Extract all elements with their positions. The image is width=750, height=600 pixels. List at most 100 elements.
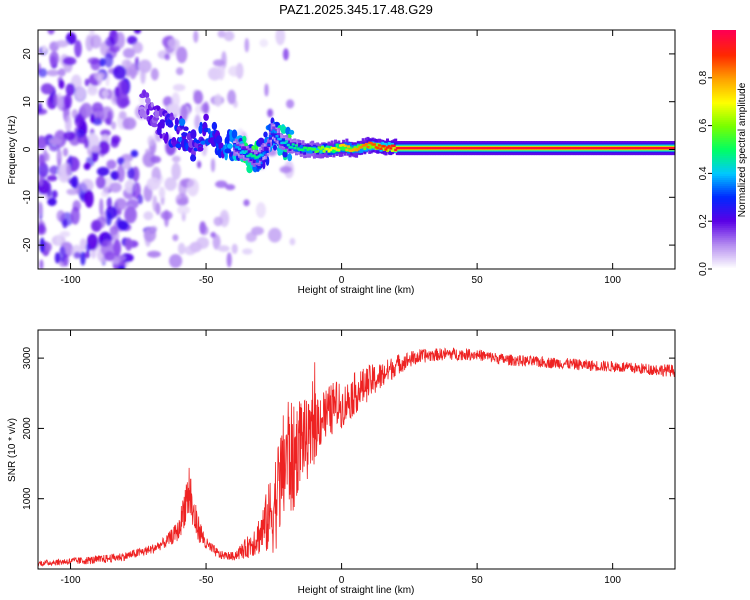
- spectrogram-ridge-cell: [498, 146, 502, 150]
- spectrogram-ridge-cell: [465, 146, 469, 150]
- spectrogram-ridge-cell: [360, 145, 363, 149]
- spectrogram-noise-blob: [42, 45, 47, 53]
- spectrogram-y-tick-label: -10: [22, 190, 33, 205]
- spectrogram-ridge-cell: [483, 146, 487, 150]
- spectrogram-noise-blob: [268, 227, 282, 243]
- spectrogram-ridge-cell: [335, 148, 339, 151]
- spectrogram-ridge-cell: [410, 146, 414, 150]
- spectrogram-ridge-cell: [482, 146, 485, 150]
- colorbar-swatch: [712, 121, 736, 125]
- colorbar-swatch: [712, 105, 736, 109]
- spectrogram-noise-blob: [58, 79, 65, 89]
- spectrogram-ridge-cell: [338, 144, 342, 147]
- colorbar-swatch: [712, 89, 736, 93]
- spectrogram-ridge-cell: [555, 146, 559, 150]
- colorbar-swatch: [712, 37, 736, 41]
- spectrogram-ridge-cell: [594, 146, 598, 150]
- spectrogram-ridge-cell: [290, 146, 294, 149]
- spectrogram-noise-blob: [80, 251, 86, 266]
- colorbar-swatch: [712, 125, 736, 129]
- colorbar-swatch: [712, 253, 736, 256]
- spectrogram-ridge-cell: [591, 146, 594, 150]
- spectrogram-ridge-blob: [181, 132, 188, 137]
- spectrogram-ridge-cell: [306, 144, 310, 152]
- spectrogram-noise-blob: [177, 242, 186, 255]
- spectrogram-noise-blob: [255, 202, 266, 219]
- spectrogram-noise-blob: [175, 67, 184, 76]
- spectrogram-ridge-cell: [316, 150, 320, 153]
- colorbar-swatch: [712, 257, 736, 260]
- spectrogram-ridge-cell: [358, 146, 362, 149]
- colorbar-swatch: [712, 185, 736, 188]
- spectrogram-noise-blob: [231, 243, 238, 254]
- spectrogram-noise-blob: [62, 218, 68, 229]
- spectrogram-ridge-cell: [386, 146, 389, 149]
- spectrogram-ridge-cell: [270, 132, 274, 137]
- spectrogram-noise-blob: [83, 162, 91, 170]
- spectrogram-ridge-cell: [457, 146, 461, 150]
- spectrogram-ridge-cell: [369, 143, 373, 148]
- colorbar-swatch: [712, 59, 736, 63]
- colorbar-swatch: [712, 97, 736, 101]
- spectrogram-ridge-cell: [652, 146, 656, 150]
- spectrogram-ridge-cell: [268, 135, 272, 140]
- spectrogram-noise-blob: [279, 166, 292, 174]
- spectrogram-ridge-cell: [444, 146, 448, 150]
- spectrogram-ridge-cell: [316, 147, 320, 152]
- spectrogram-ridge-cell: [386, 147, 389, 152]
- spectrogram-noise-blob: [95, 175, 106, 189]
- spectrogram-ridge-cell: [371, 143, 375, 146]
- spectrogram-y-tick-label: -20: [22, 237, 33, 252]
- spectrogram-noise-blob: [65, 83, 76, 96]
- spectrogram-ridge-cell: [399, 146, 403, 150]
- spectrogram-ridge-cell: [569, 146, 573, 150]
- spectrogram-noise-blob: [79, 238, 87, 251]
- colorbar-swatch: [712, 197, 736, 200]
- spectrogram-noise-blob: [137, 194, 143, 205]
- colorbar-swatch: [712, 205, 736, 208]
- colorbar-swatch: [712, 55, 736, 59]
- spectrogram-ridge-blob: [151, 123, 159, 128]
- spectrogram-ridge-cell: [298, 148, 302, 151]
- spectrogram-ridge-cell: [273, 130, 277, 134]
- spectrogram-noise-blob: [96, 166, 110, 177]
- spectrogram-ridge-cell: [314, 150, 318, 153]
- spectrogram-ridge-blob: [159, 133, 163, 139]
- colorbar-swatch: [712, 77, 736, 81]
- spectrogram-ridge-cell: [286, 143, 290, 147]
- spectrogram-ridge-cell: [581, 146, 585, 150]
- spectrogram-ridge-cell: [255, 156, 259, 159]
- spectrogram-ridge-blob: [197, 146, 204, 152]
- colorbar-swatch: [712, 93, 736, 97]
- spectrogram-noise-blob: [217, 30, 226, 38]
- spectrogram-ridge-cell: [545, 146, 549, 150]
- spectrogram-noise-blob: [150, 155, 162, 164]
- spectrogram-ridge-cell: [470, 146, 474, 150]
- spectrogram-ridge-cell: [402, 146, 406, 150]
- spectrogram-noise-blob: [150, 68, 159, 81]
- spectrogram-ridge-cell: [278, 138, 282, 141]
- spectrogram-ridge-cell: [303, 147, 307, 153]
- spectrogram-noise-blob: [65, 32, 77, 45]
- spectrogram-noise-blob: [114, 86, 120, 98]
- colorbar-swatch: [712, 193, 736, 196]
- snr-series-line: [38, 347, 675, 567]
- spectrogram-ridge-cell: [233, 144, 237, 147]
- spectrogram-ridge-cell: [438, 146, 442, 150]
- spectrogram-noise-blob: [244, 38, 250, 53]
- colorbar-swatch: [712, 215, 736, 218]
- spectrogram-x-tick-label: 50: [472, 275, 484, 286]
- colorbar-swatch: [712, 183, 736, 186]
- spectrogram-ridge-cell: [660, 146, 664, 150]
- spectrogram-ridge-cell: [670, 146, 674, 150]
- spectrogram-ridge-blob: [215, 135, 223, 145]
- colorbar-swatch: [712, 181, 736, 184]
- spectrogram-ridge-cell: [376, 143, 380, 148]
- spectrogram-ridge-cell: [293, 147, 297, 150]
- spectrogram-noise-blob: [217, 245, 230, 252]
- spectrogram-noise-blob: [74, 40, 82, 58]
- snr-y-tick-label: 3000: [22, 347, 33, 370]
- snr-x-tick-label: 0: [339, 575, 345, 586]
- spectrogram-ridge-cell: [347, 145, 350, 148]
- spectrogram-ridge-cell: [499, 146, 503, 150]
